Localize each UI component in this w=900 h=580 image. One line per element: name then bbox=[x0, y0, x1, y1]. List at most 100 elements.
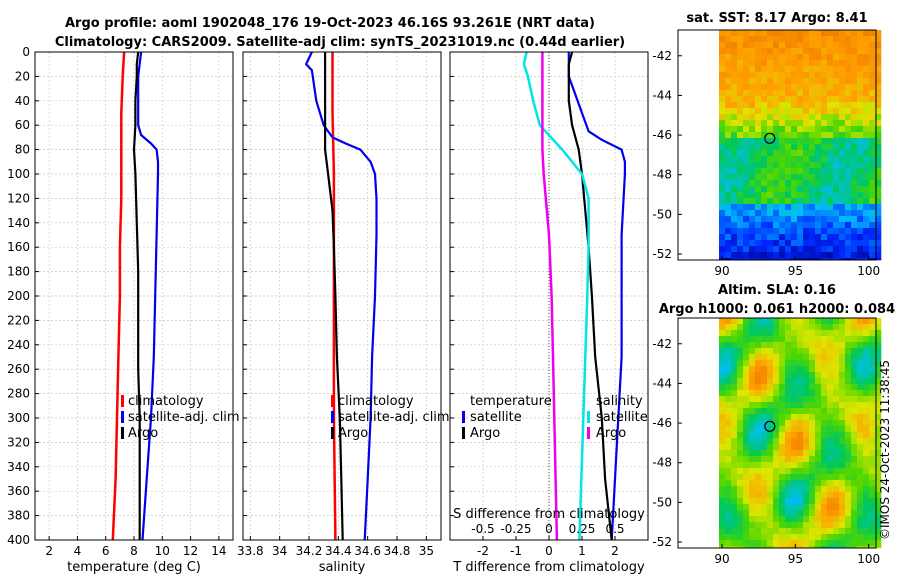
map-cell bbox=[875, 468, 882, 475]
map-cell bbox=[845, 324, 852, 331]
map-cell bbox=[743, 414, 750, 421]
map-cell bbox=[869, 180, 876, 187]
map-cell bbox=[743, 456, 750, 463]
map-cell bbox=[815, 408, 822, 415]
map-cell bbox=[773, 60, 780, 67]
map-cell bbox=[797, 42, 804, 49]
map-cell bbox=[839, 432, 846, 439]
map-cell bbox=[851, 150, 858, 157]
map-cell bbox=[779, 486, 786, 493]
map-cell bbox=[839, 162, 846, 169]
map-cell bbox=[755, 366, 762, 373]
map-cell bbox=[791, 42, 798, 49]
map-cell bbox=[827, 342, 834, 349]
map-cell bbox=[773, 228, 780, 235]
map-cell bbox=[755, 192, 762, 199]
map-cell bbox=[785, 324, 792, 331]
map-cell bbox=[785, 156, 792, 163]
map-cell bbox=[797, 408, 804, 415]
map-cell bbox=[749, 126, 756, 133]
map-cell bbox=[725, 180, 732, 187]
map-cell bbox=[749, 408, 756, 415]
map-cell bbox=[797, 150, 804, 157]
map-cell bbox=[773, 438, 780, 445]
map-cell bbox=[833, 498, 840, 505]
map-cell bbox=[737, 510, 744, 517]
map-cell bbox=[731, 186, 738, 193]
map-cell bbox=[869, 318, 876, 325]
map-cell bbox=[725, 324, 732, 331]
map-cell bbox=[875, 366, 882, 373]
map-cell bbox=[773, 36, 780, 43]
map-cell bbox=[725, 168, 732, 175]
map-cell bbox=[791, 54, 798, 61]
map-cell bbox=[845, 240, 852, 247]
map-cell bbox=[725, 132, 732, 139]
map-cell bbox=[845, 474, 852, 481]
map-cell bbox=[749, 468, 756, 475]
map-cell bbox=[779, 168, 786, 175]
map-cell bbox=[851, 384, 858, 391]
map-cell bbox=[773, 522, 780, 529]
map-cell bbox=[815, 444, 822, 451]
temperature-xlabel: temperature (deg C) bbox=[67, 560, 201, 575]
map-cell bbox=[851, 30, 858, 37]
map-cell bbox=[797, 348, 804, 355]
map-cell bbox=[731, 498, 738, 505]
map-cell bbox=[785, 114, 792, 121]
map-cell bbox=[875, 102, 882, 109]
map-cell bbox=[761, 114, 768, 121]
map-cell bbox=[743, 390, 750, 397]
map-cell bbox=[869, 384, 876, 391]
map-cell bbox=[737, 420, 744, 427]
map-cell bbox=[731, 156, 738, 163]
y-tick-label: 60 bbox=[15, 118, 30, 132]
map-cell bbox=[827, 414, 834, 421]
map-cell bbox=[773, 258, 780, 261]
map-cell bbox=[737, 474, 744, 481]
map-cell bbox=[773, 480, 780, 487]
map-cell bbox=[875, 330, 882, 337]
map-cell bbox=[827, 378, 834, 385]
map-cell bbox=[737, 360, 744, 367]
map-cell bbox=[827, 102, 834, 109]
map-cell bbox=[827, 180, 834, 187]
map-cell bbox=[863, 414, 870, 421]
map-cell bbox=[863, 114, 870, 121]
map-cell bbox=[767, 84, 774, 91]
map-cell bbox=[797, 186, 804, 193]
map-cell bbox=[827, 48, 834, 55]
map-cell bbox=[869, 60, 876, 67]
map-cell bbox=[851, 42, 858, 49]
map-cell bbox=[827, 144, 834, 151]
map-cell bbox=[749, 432, 756, 439]
map-cell bbox=[767, 414, 774, 421]
map-cell bbox=[857, 480, 864, 487]
map-cell bbox=[851, 48, 858, 55]
map-cell bbox=[863, 228, 870, 235]
map-cell bbox=[791, 486, 798, 493]
map-cell bbox=[725, 390, 732, 397]
series-line-temperature-satellite bbox=[567, 52, 627, 541]
map-cell bbox=[839, 72, 846, 79]
map-cell bbox=[857, 90, 864, 97]
map-cell bbox=[857, 390, 864, 397]
map-cell bbox=[791, 156, 798, 163]
map-cell bbox=[791, 210, 798, 217]
map-cell bbox=[785, 84, 792, 91]
map-cell bbox=[827, 192, 834, 199]
map-cell bbox=[797, 438, 804, 445]
map-cell bbox=[731, 522, 738, 529]
map-cell bbox=[719, 36, 726, 43]
map-cell bbox=[875, 540, 882, 547]
map-cell bbox=[749, 30, 756, 37]
map-cell bbox=[791, 168, 798, 175]
map-cell bbox=[851, 498, 858, 505]
map-cell bbox=[731, 192, 738, 199]
map-cell bbox=[845, 66, 852, 73]
map-cell bbox=[815, 360, 822, 367]
map-cell bbox=[779, 198, 786, 205]
map-cell bbox=[731, 258, 738, 261]
map-cell bbox=[791, 318, 798, 325]
map-cell bbox=[755, 534, 762, 541]
